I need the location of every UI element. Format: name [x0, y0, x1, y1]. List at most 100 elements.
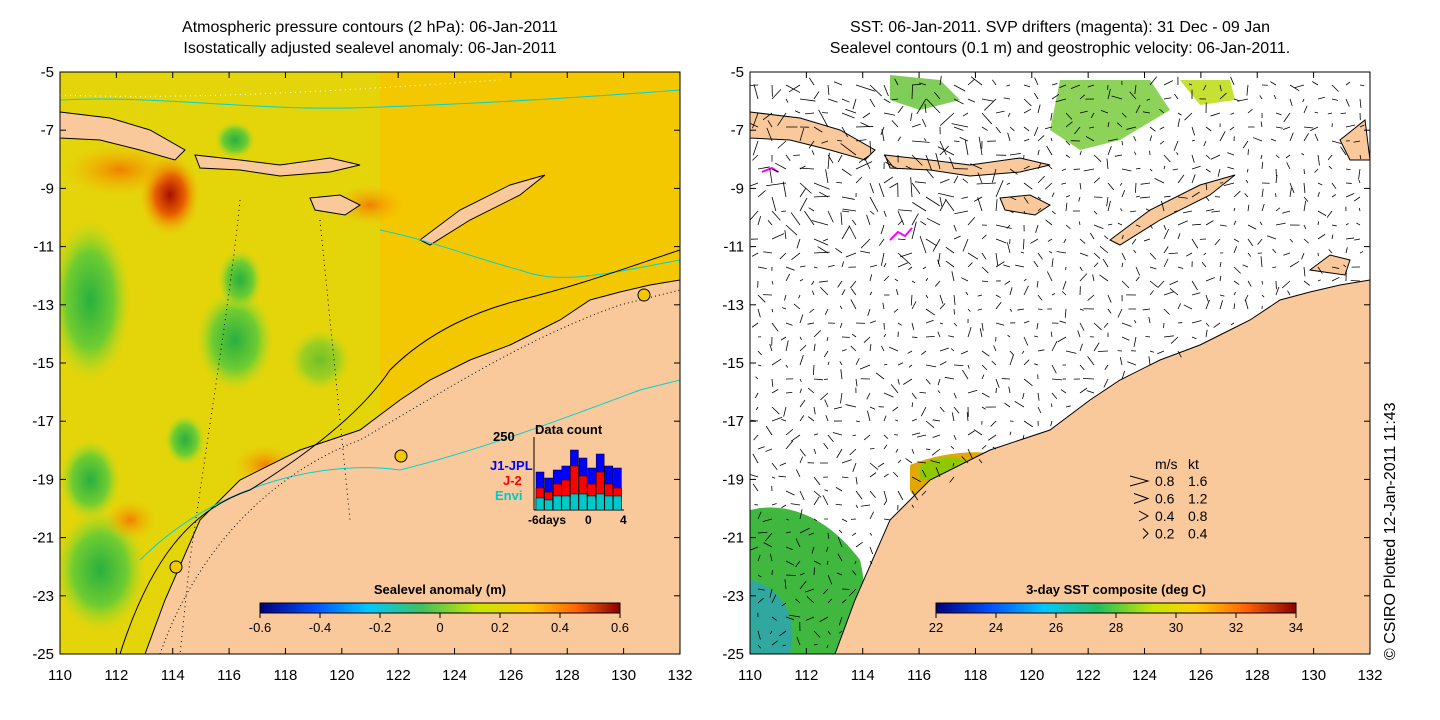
velocity-arrow [1233, 291, 1236, 296]
velocity-arrow [897, 362, 904, 366]
sumba-island [309, 194, 361, 216]
velocity-arrow [752, 140, 759, 156]
velocity-arrow [1051, 293, 1056, 296]
velocity-arrow [1177, 196, 1188, 199]
velocity-arrow [911, 336, 918, 338]
inset-x-label-zero: 0 [585, 513, 592, 527]
velocity-arrow [953, 294, 956, 306]
velocity-arrow [967, 327, 972, 338]
velocity-arrow [750, 84, 759, 86]
velocity-arrow [1149, 290, 1154, 296]
velocity-arrow [781, 210, 787, 212]
velocity-arrow [1317, 266, 1323, 274]
velocity-arrow [1275, 286, 1280, 296]
velocity-arrow [859, 364, 871, 370]
velocity-arrow [953, 322, 958, 327]
velocity-arrow [1086, 390, 1095, 394]
velocity-arrow [1017, 308, 1025, 311]
velocity-arrow [1037, 135, 1045, 142]
velocity-arrow [1233, 246, 1238, 254]
velocity-arrow [840, 392, 843, 404]
velocity-arrow [1044, 126, 1053, 130]
velocity-arrow [817, 246, 829, 254]
velocity-arrow [769, 343, 773, 352]
speed-legend-ms: 0.6 [1155, 491, 1175, 507]
velocity-arrow [1037, 196, 1042, 200]
velocity-arrow [822, 238, 829, 242]
velocity-arrow [1065, 140, 1071, 146]
velocity-arrow [973, 429, 983, 436]
inset-bar [561, 495, 571, 511]
velocity-arrow [813, 518, 818, 522]
pressure-contour [319, 219, 351, 521]
velocity-arrow [1177, 174, 1185, 184]
velocity-arrow [769, 630, 773, 635]
velocity-arrow [1023, 320, 1030, 324]
velocity-arrow [1331, 194, 1337, 198]
velocity-arrow [939, 199, 947, 212]
velocity-arrow [820, 392, 829, 401]
velocity-arrow [827, 361, 830, 366]
inset-title: Data count [535, 422, 603, 437]
velocity-arrow [826, 560, 829, 565]
legend-j1-jpl: J1-JPL [490, 458, 533, 473]
velocity-arrow [937, 390, 941, 394]
velocity-arrow [1191, 165, 1201, 170]
velocity-arrow [981, 234, 987, 240]
velocity-arrow [777, 140, 787, 149]
velocity-arrow [1233, 190, 1241, 198]
velocity-arrow [782, 307, 787, 310]
velocity-arrow [1121, 252, 1126, 261]
velocity-arrow [1023, 108, 1032, 114]
inset-x-label-start: -6days [528, 513, 566, 527]
velocity-arrow [771, 196, 777, 212]
velocity-arrow [1345, 237, 1355, 240]
velocity-arrow [1107, 294, 1112, 303]
velocity-arrow [1014, 401, 1025, 408]
speed-legend-ms: 0.4 [1155, 508, 1175, 524]
velocity-arrow [804, 588, 815, 593]
velocity-arrow [988, 434, 997, 441]
velocity-arrow [1149, 266, 1157, 270]
velocity-arrow [799, 127, 805, 142]
velocity-arrow [1037, 104, 1041, 114]
velocity-arrow [1205, 196, 1210, 202]
velocity-arrow [771, 476, 776, 479]
velocity-arrow [813, 496, 820, 506]
right-y-axis: -5 -7 -9 -11 -13 -15 -17 -19 -21 -23 -25 [722, 64, 1370, 663]
velocity-arrow [1007, 132, 1011, 142]
speed-legend-kt: 1.2 [1188, 491, 1208, 507]
velocity-arrow [869, 210, 875, 215]
velocity-arrow [839, 322, 843, 328]
velocity-arrow [945, 260, 955, 268]
velocity-arrow [1107, 200, 1111, 212]
velocity-arrow [790, 212, 801, 226]
velocity-arrow [771, 280, 774, 285]
velocity-arrow [771, 378, 774, 387]
velocity-arrow [1275, 154, 1280, 159]
velocity-arrow [1186, 252, 1193, 257]
y-tick-label: -23 [32, 588, 54, 605]
velocity-arrow [1283, 112, 1291, 123]
velocity-arrow [841, 112, 855, 119]
velocity-arrow [837, 154, 843, 163]
velocity-arrow [925, 154, 933, 171]
velocity-arrow [1117, 308, 1123, 318]
velocity-arrow [1074, 126, 1081, 135]
velocity-arrow [939, 145, 949, 156]
y-tick-label: -15 [722, 355, 744, 372]
velocity-arrow [1117, 222, 1123, 226]
velocity-arrow [1079, 110, 1088, 114]
velocity-arrow [1079, 322, 1085, 331]
sst-patch-north [1050, 80, 1170, 150]
velocity-arrow [1009, 210, 1014, 214]
velocity-arrow [1131, 238, 1137, 245]
velocity-arrow [1045, 219, 1053, 226]
velocity-arrow [1359, 154, 1362, 160]
velocity-arrow [771, 322, 779, 332]
velocity-arrow [1051, 341, 1058, 352]
velocity-arrow [1121, 336, 1130, 341]
velocity-arrow [827, 98, 838, 103]
velocity-arrow [1230, 112, 1235, 115]
velocity-arrow [1051, 392, 1058, 400]
